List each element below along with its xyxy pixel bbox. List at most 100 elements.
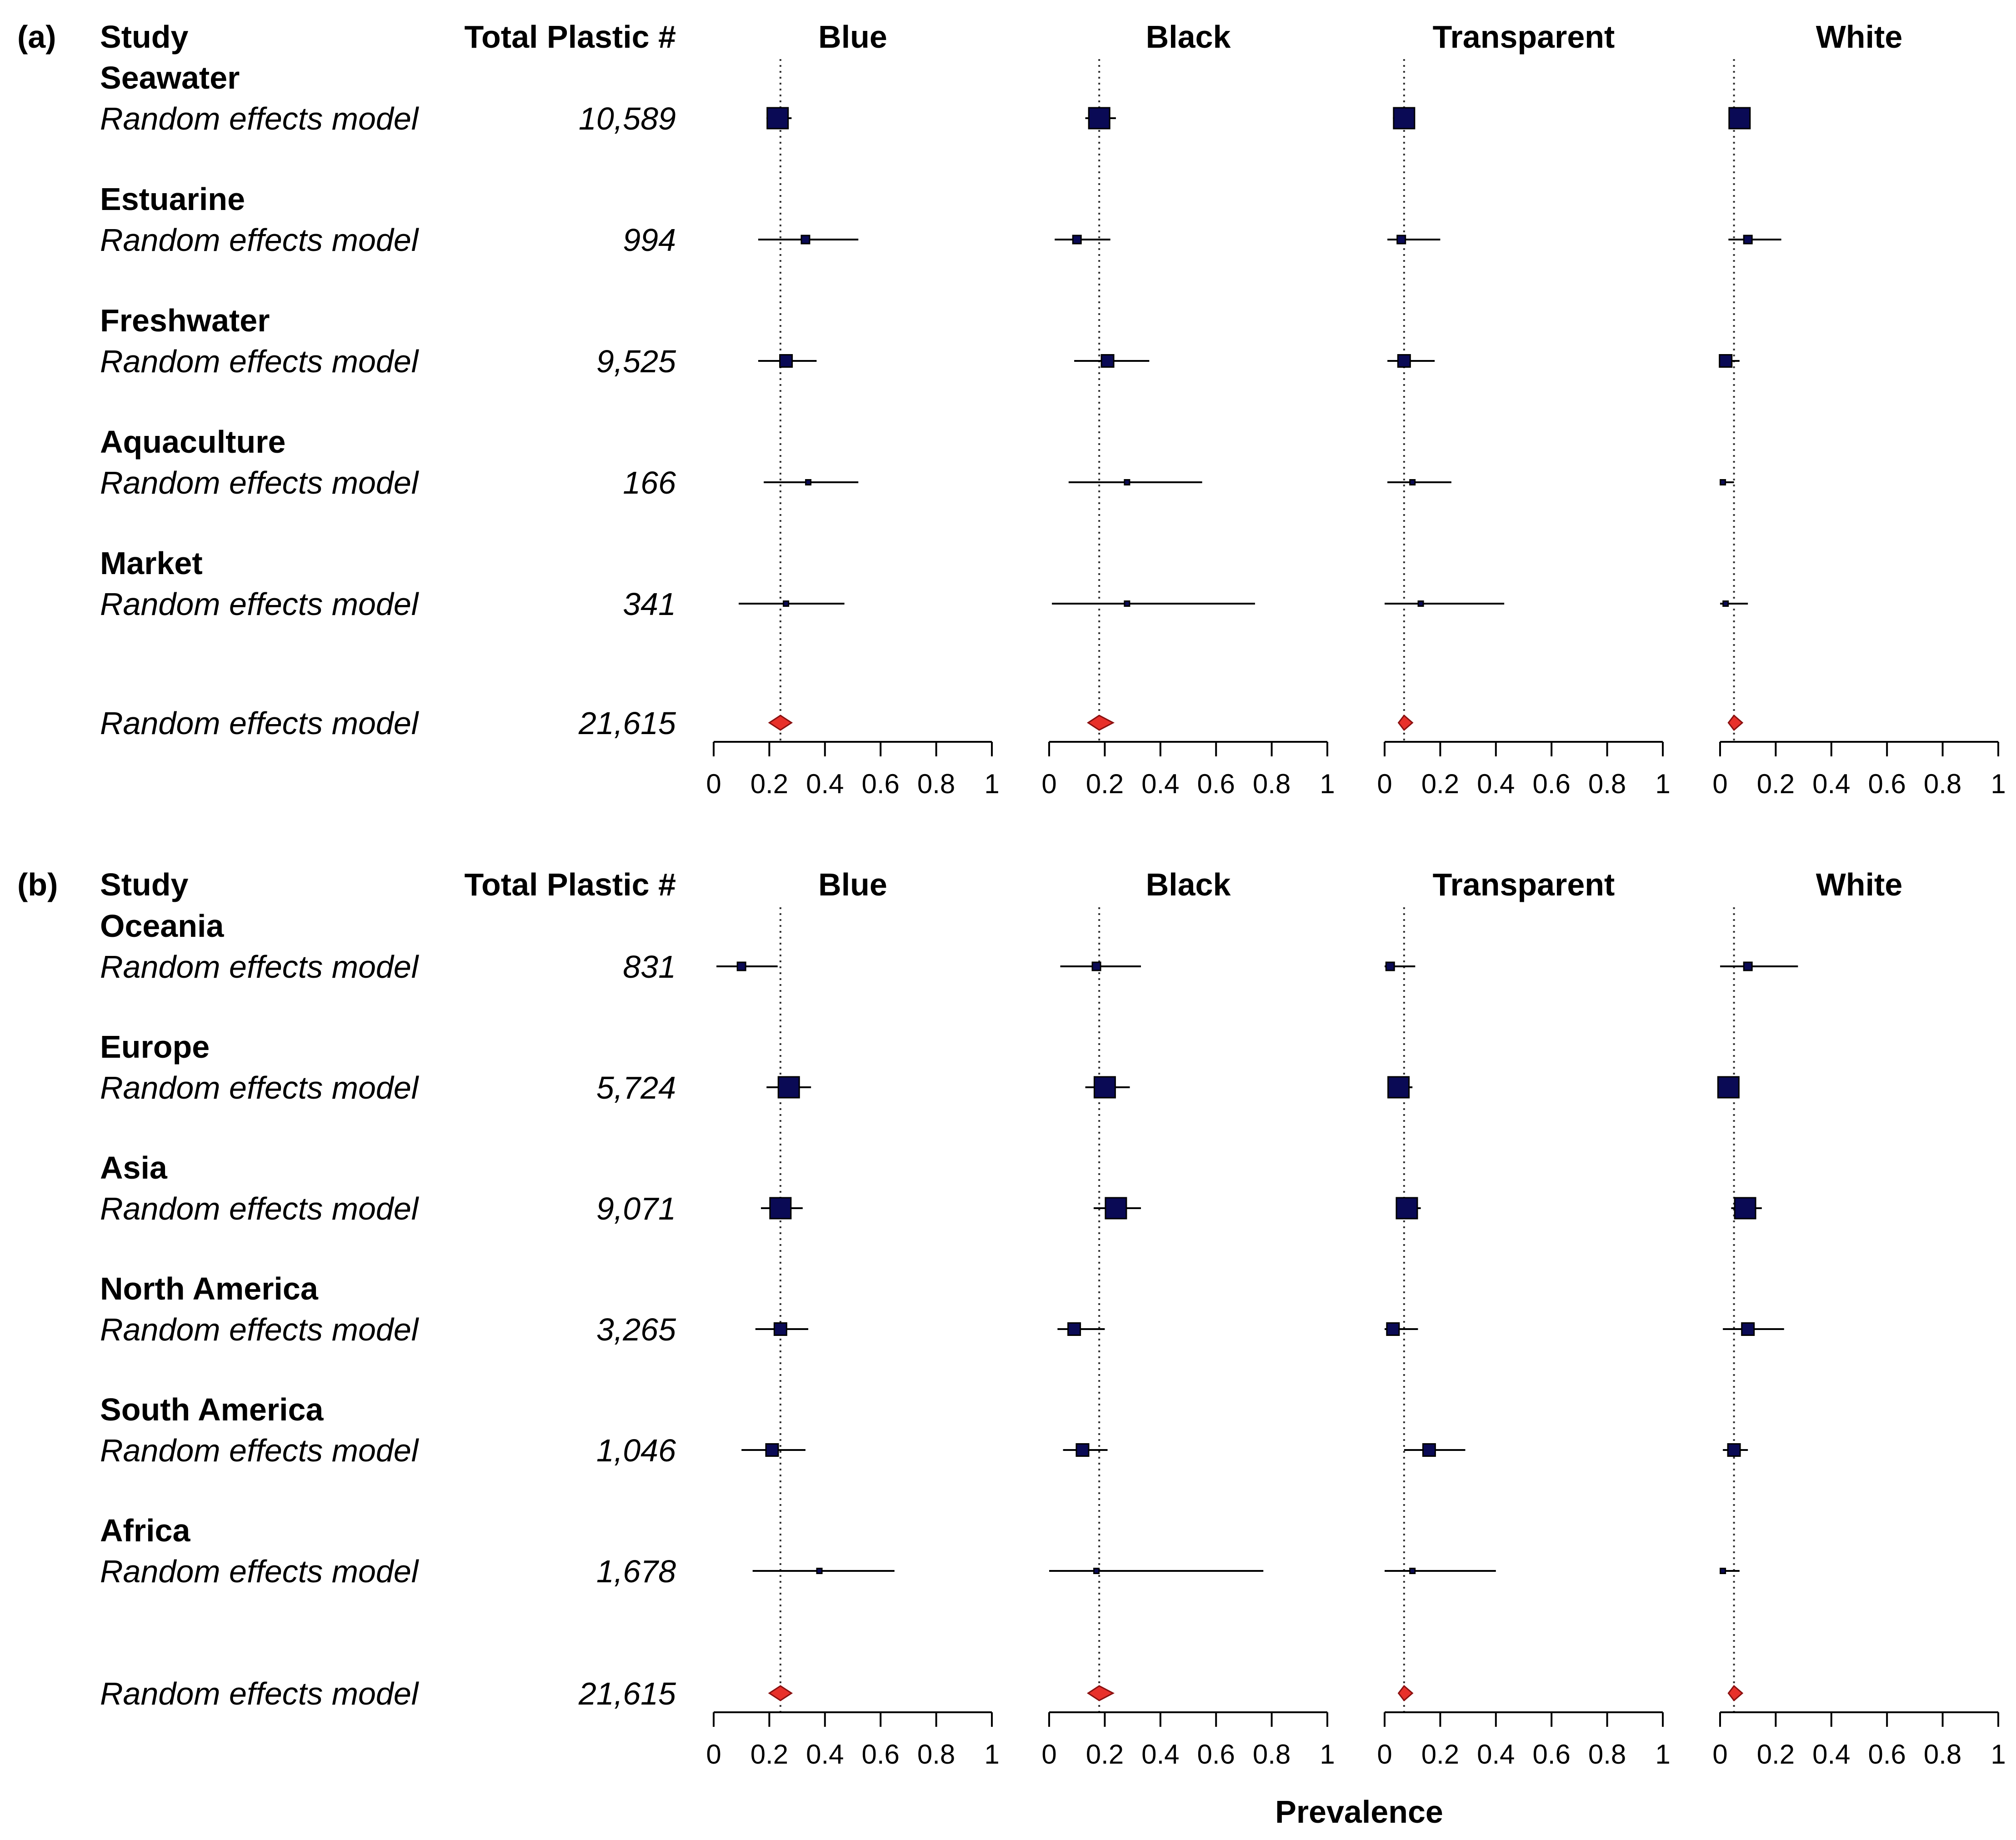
estimate-square — [816, 1568, 823, 1574]
header-total-plastic: Total Plastic # — [464, 867, 676, 902]
estimate-square — [1722, 600, 1729, 607]
header-total-plastic: Total Plastic # — [464, 19, 676, 55]
group-total: 3,265 — [596, 1312, 676, 1347]
estimate-square — [1072, 235, 1082, 245]
x-tick-label: 0 — [1041, 1739, 1056, 1770]
header-study: Study — [100, 867, 189, 902]
x-tick-label: 0.2 — [1086, 1739, 1124, 1770]
estimate-square — [1720, 1568, 1726, 1574]
panel-label: (b) — [17, 867, 58, 902]
estimate-square — [1387, 1076, 1410, 1099]
estimate-square — [1717, 1076, 1740, 1099]
overall-total: 21,615 — [578, 705, 676, 741]
estimate-square — [779, 354, 793, 368]
group-name: South America — [100, 1392, 324, 1427]
estimate-square — [1076, 1443, 1090, 1457]
overall-model-label: Random effects model — [100, 705, 420, 741]
x-tick-label: 0.2 — [1421, 1739, 1459, 1770]
estimate-square — [773, 1322, 787, 1336]
group-total: 994 — [623, 222, 676, 258]
x-tick-label: 0.8 — [1924, 769, 1961, 799]
x-tick-label: 1 — [1320, 1739, 1335, 1770]
group-name: Europe — [100, 1029, 210, 1065]
overall-model-label: Random effects model — [100, 1676, 420, 1711]
estimate-square — [769, 1197, 792, 1220]
group-model-label: Random effects model — [100, 344, 420, 379]
x-tick-label: 0.2 — [750, 1739, 788, 1770]
group-model-label: Random effects model — [100, 1433, 420, 1468]
group-name: Freshwater — [100, 303, 270, 338]
x-tick-label: 0.6 — [1197, 769, 1235, 799]
estimate-square — [1409, 479, 1416, 485]
group-name: North America — [100, 1271, 319, 1306]
group-model-label: Random effects model — [100, 1554, 420, 1589]
overall-diamond — [1727, 714, 1744, 731]
estimate-square — [1393, 107, 1416, 130]
x-tick-label: 0 — [1712, 1739, 1727, 1770]
x-tick-label: 0.6 — [1868, 1739, 1906, 1770]
overall-diamond — [1086, 715, 1115, 731]
x-tick-label: 1 — [1320, 769, 1335, 799]
group-name: Aquaculture — [100, 424, 285, 460]
x-tick-label: 0.8 — [1253, 1739, 1291, 1770]
group-name: Africa — [100, 1513, 190, 1548]
estimate-square — [1743, 235, 1753, 245]
x-tick-label: 0.2 — [1757, 1739, 1795, 1770]
column-header-white: White — [1816, 19, 1903, 55]
overall-diamond — [768, 715, 793, 731]
column-header-transparent: Transparent — [1433, 19, 1615, 55]
group-name: Estuarine — [100, 181, 245, 217]
x-tick-label: 0.6 — [861, 1739, 899, 1770]
x-tick-label: 0.8 — [1588, 769, 1626, 799]
estimate-square — [1067, 1322, 1081, 1336]
header-study: Study — [100, 19, 189, 55]
overall-total: 21,615 — [578, 1676, 676, 1711]
x-tick-label: 0.6 — [1532, 1739, 1570, 1770]
estimate-square — [1727, 1443, 1741, 1457]
estimate-square — [1409, 1568, 1416, 1574]
estimate-square — [1386, 1322, 1400, 1336]
group-model-label: Random effects model — [100, 101, 420, 136]
estimate-square — [1417, 600, 1424, 607]
group-name: Seawater — [100, 60, 240, 95]
estimate-square — [805, 479, 812, 485]
x-tick-label: 0.2 — [1421, 769, 1459, 799]
x-tick-label: 1 — [1655, 1739, 1670, 1770]
estimate-square — [1397, 354, 1411, 368]
estimate-square — [1720, 479, 1726, 485]
estimate-square — [1088, 107, 1111, 130]
x-tick-label: 0.4 — [1141, 769, 1179, 799]
x-tick-label: 0.4 — [806, 1739, 844, 1770]
overall-diamond — [1727, 1685, 1744, 1702]
estimate-square — [1396, 235, 1406, 245]
column-header-blue: Blue — [818, 19, 887, 55]
x-tick-label: 0.8 — [1253, 769, 1291, 799]
x-tick-label: 0.6 — [1197, 1739, 1235, 1770]
panel-label: (a) — [17, 19, 56, 55]
group-total: 5,724 — [596, 1070, 676, 1105]
estimate-square — [1422, 1443, 1436, 1457]
group-model-label: Random effects model — [100, 222, 420, 258]
estimate-square — [1101, 354, 1115, 368]
x-tick-label: 0 — [1041, 769, 1056, 799]
x-tick-label: 0.8 — [917, 1739, 955, 1770]
group-model-label: Random effects model — [100, 949, 420, 985]
overall-diamond — [1086, 1685, 1115, 1701]
x-tick-label: 1 — [1991, 769, 2006, 799]
group-total: 341 — [623, 586, 676, 622]
x-tick-label: 1 — [1991, 1739, 2006, 1770]
x-tick-label: 0 — [1377, 1739, 1392, 1770]
estimate-square — [1124, 600, 1131, 607]
overall-diamond — [1397, 714, 1414, 731]
x-tick-label: 0.4 — [1812, 769, 1850, 799]
x-tick-label: 0.4 — [1477, 769, 1515, 799]
group-model-label: Random effects model — [100, 586, 420, 622]
group-total: 10,589 — [579, 101, 676, 136]
column-header-black: Black — [1146, 867, 1231, 902]
x-tick-label: 0.4 — [1141, 1739, 1179, 1770]
x-tick-label: 0.6 — [1868, 769, 1906, 799]
x-tick-label: 0.8 — [1588, 1739, 1626, 1770]
group-total: 9,525 — [596, 344, 676, 379]
group-model-label: Random effects model — [100, 1312, 420, 1347]
